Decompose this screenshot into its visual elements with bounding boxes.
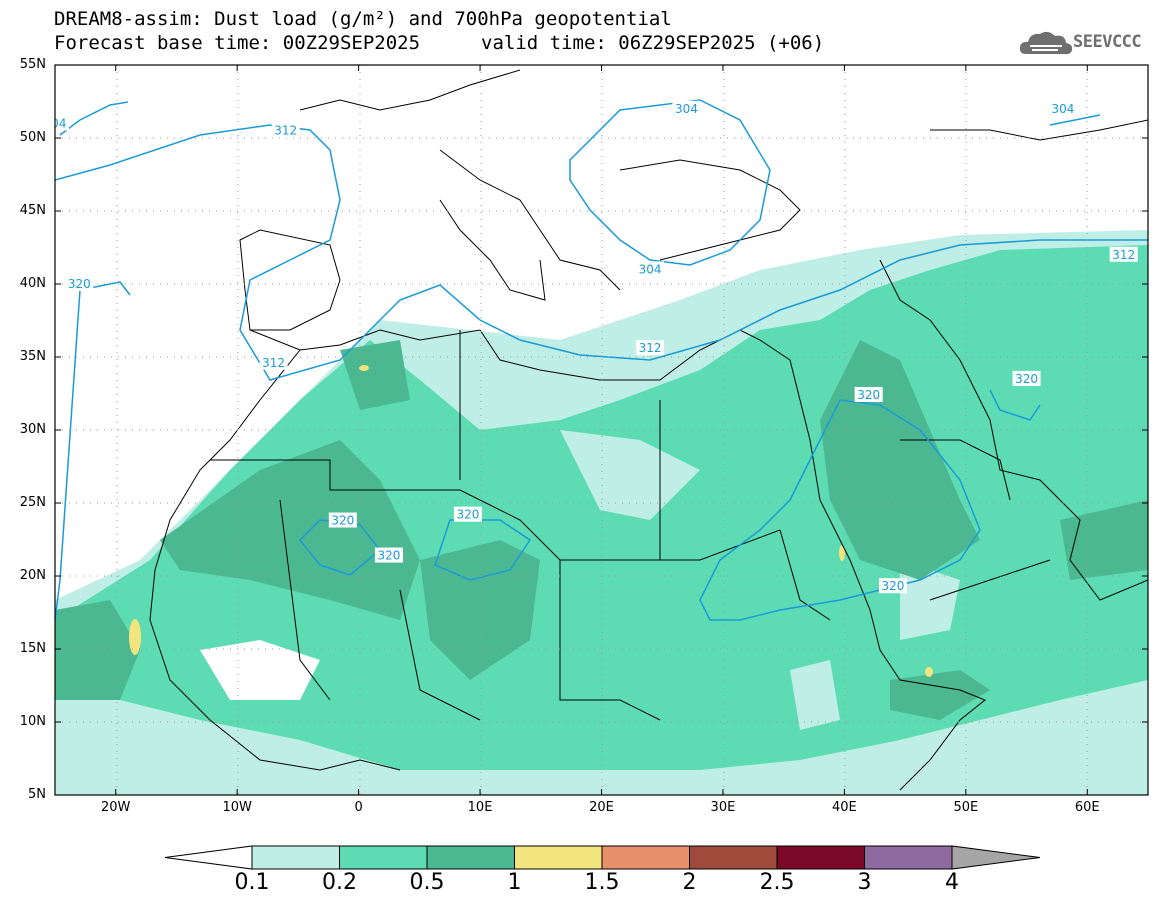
legend-above-arrow	[951, 845, 1041, 870]
svg-text:320: 320	[378, 549, 401, 563]
legend-label: 2.5	[759, 870, 795, 895]
lat-label: 5N	[28, 787, 46, 802]
forecast-base-time: Forecast base time: 00Z29SEP2025	[54, 32, 421, 54]
legend-swatch	[514, 845, 603, 870]
legend-swatch	[339, 845, 428, 870]
valid-time: valid time: 06Z29SEP2025 (+06)	[481, 32, 825, 54]
legend-swatch	[689, 845, 778, 870]
lat-label: 10N	[19, 714, 46, 729]
legend-swatch	[776, 845, 865, 870]
lon-label: 10W	[222, 800, 252, 815]
lon-label: 60E	[1074, 800, 1100, 815]
legend-swatch	[426, 845, 515, 870]
svg-text:312: 312	[1112, 248, 1135, 262]
svg-text:312: 312	[262, 356, 285, 370]
legend-label: 0.2	[322, 870, 357, 895]
lon-label: 20E	[589, 800, 614, 815]
svg-text:320: 320	[68, 277, 91, 291]
contour-label: 312	[636, 340, 665, 356]
lat-label: 30N	[19, 422, 46, 437]
graticule	[55, 65, 1148, 795]
legend-label: 1.5	[584, 870, 620, 895]
svg-text:320: 320	[1015, 372, 1038, 386]
lon-label: 50E	[953, 800, 979, 815]
map-title: DREAM8-assim: Dust load (g/m²) and 700hP…	[54, 8, 672, 30]
lat-label: 20N	[19, 568, 46, 583]
seevccc-logo: SEEVCCC	[1018, 26, 1158, 60]
svg-text:304: 304	[639, 262, 662, 276]
contour-label: 312	[271, 122, 300, 138]
contour-label: 320	[328, 512, 357, 528]
lat-label: 15N	[19, 641, 46, 656]
lon-label: 20W	[101, 800, 131, 815]
contour-label: 312	[1109, 246, 1138, 262]
contour-label: 320	[854, 386, 883, 402]
contour-label: 304	[1048, 100, 1077, 116]
lat-label: 50N	[19, 130, 46, 145]
lon-label: 10E	[467, 800, 493, 815]
contour-label: 304	[44, 115, 69, 131]
lat-label: 35N	[19, 349, 46, 364]
legend-swatch	[601, 845, 690, 870]
contour-label: 312	[259, 354, 288, 370]
svg-text:304: 304	[44, 116, 67, 130]
logo-text: SEEVCCC	[1073, 32, 1142, 52]
lat-label: 40N	[19, 276, 46, 291]
svg-text:320: 320	[331, 514, 354, 528]
legend-below-arrow	[164, 845, 253, 870]
contour-label: 304	[672, 100, 701, 116]
svg-text:312: 312	[639, 341, 662, 355]
contour-label: 304	[636, 261, 665, 277]
legend-label: 0.5	[409, 870, 445, 895]
svg-text:320: 320	[456, 508, 479, 522]
svg-text:312: 312	[274, 124, 297, 138]
lat-label: 25N	[19, 495, 46, 510]
contour-label: 320	[1012, 370, 1041, 386]
svg-text:320: 320	[857, 388, 880, 402]
legend-label: 3	[857, 870, 872, 895]
lat-label: 55N	[19, 57, 46, 72]
coastlines	[149, 69, 1148, 791]
legend-swatch	[251, 845, 340, 870]
lon-label: 0	[354, 800, 363, 815]
lon-label: 30E	[710, 800, 736, 815]
lat-label: 45N	[19, 203, 46, 218]
legend-label: 1	[507, 870, 522, 895]
dust-layer-high	[129, 365, 933, 677]
contour-label: 320	[878, 578, 907, 594]
legend-label: 4	[945, 870, 959, 895]
svg-text:320: 320	[882, 579, 905, 593]
legend-label: 2	[682, 870, 697, 895]
legend-label: 0.1	[234, 870, 270, 895]
contour-label: 320	[453, 506, 482, 522]
svg-text:304: 304	[675, 102, 698, 116]
cloud-icon	[1019, 31, 1073, 55]
svg-text:304: 304	[1052, 102, 1075, 116]
contour-label: 320	[374, 547, 403, 563]
lon-label: 40E	[831, 800, 857, 815]
legend-swatch	[864, 845, 953, 870]
contour-label: 320	[65, 276, 94, 291]
